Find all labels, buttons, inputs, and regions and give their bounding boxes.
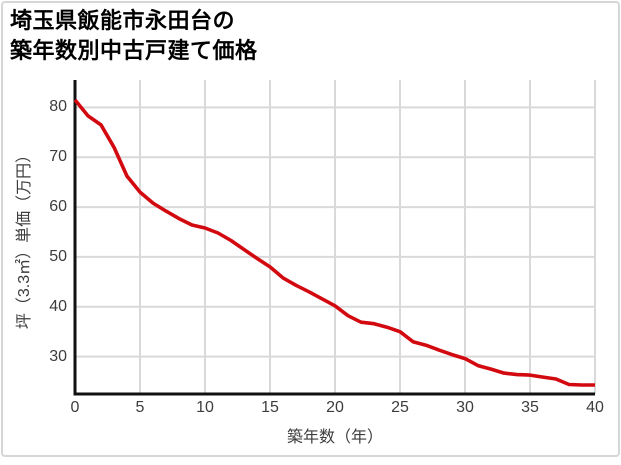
x-tick-label: 30 [456,399,474,416]
x-axis-label: 築年数（年） [286,429,383,446]
x-tick-label: 0 [70,399,80,416]
x-tick-label: 40 [586,399,604,416]
y-tick-label: 50 [49,247,67,265]
y-tick-label: 70 [49,148,67,166]
y-tick-label: 40 [49,297,67,315]
price-line-series [73,98,595,387]
y-tick-label: 60 [49,198,67,216]
page-title-line-2: 築年数別中古戸建て価格 [10,38,258,63]
x-tick-label: 5 [135,399,145,416]
y-tick-label: 80 [49,98,67,116]
x-tick-label: 25 [391,399,409,416]
page-title: 埼玉県飯能市永田台の 築年数別中古戸建て価格 [10,6,258,66]
x-tick-label: 10 [196,399,214,416]
x-tick-label: 20 [326,399,344,416]
page-title-line-1: 埼玉県飯能市永田台の [10,8,236,33]
x-tick-label: 15 [261,399,279,416]
y-tick-label: 30 [49,347,67,365]
chart-card [1,1,620,457]
x-tick-label: 35 [521,399,539,416]
y-axis-label: 坪（3.3㎡）単価（万円） [16,146,33,330]
